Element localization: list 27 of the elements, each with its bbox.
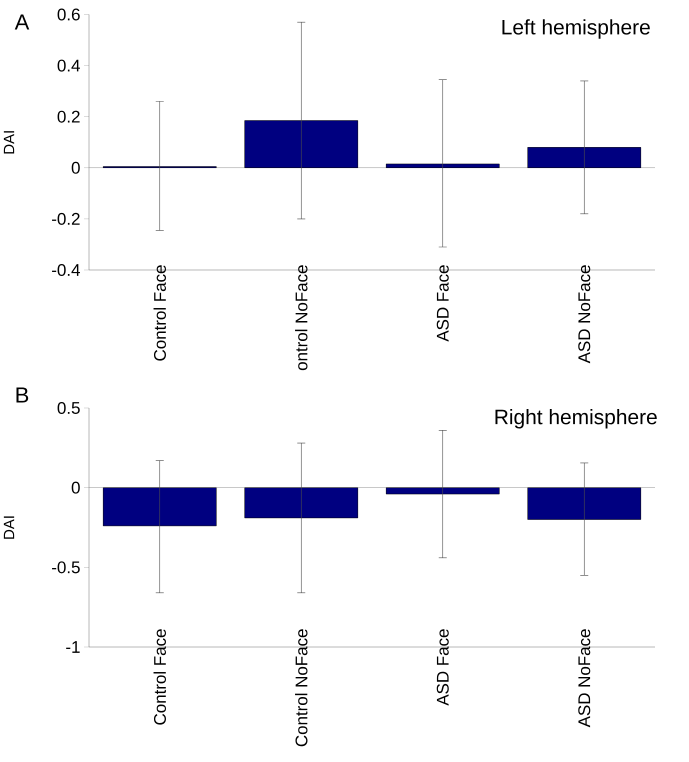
x-tick-label: ASD Face — [436, 629, 449, 706]
y-axis-title: DAI — [4, 516, 14, 539]
y-tick-label: -0.4 — [52, 264, 80, 276]
y-tick-label: 0.4 — [58, 60, 80, 72]
y-tick-label: 0.2 — [58, 110, 80, 123]
x-tick-label: Control Face — [154, 265, 166, 361]
x-tick-label: ontrol NoFace — [295, 265, 308, 370]
y-tick-label: 0 — [72, 482, 80, 494]
x-tick-label: ASD NoFace — [578, 265, 590, 364]
y-tick-label: -0.5 — [52, 561, 80, 574]
y-tick-label: -1 — [66, 641, 80, 653]
bar — [244, 120, 358, 168]
text: B — [16, 387, 28, 403]
x-tick-label: ASD NoFace — [578, 629, 590, 728]
text: A — [14, 14, 30, 30]
y-tick-label: 0.6 — [58, 8, 80, 20]
x-tick-label: ASD Face — [436, 265, 449, 342]
x-tick-label: Control NoFace — [295, 629, 308, 746]
bar — [527, 147, 642, 168]
chart-title: Left hemisphere — [502, 19, 650, 39]
y-tick-label: -0.2 — [52, 212, 80, 225]
x-tick-label: Control Face — [154, 629, 166, 725]
y-tick-label: 0.5 — [58, 402, 80, 414]
chart-title: Right hemisphere — [496, 409, 657, 429]
y-tick-label: 0 — [72, 162, 80, 174]
bar — [386, 164, 500, 168]
y-axis-title: DAI — [4, 131, 14, 154]
